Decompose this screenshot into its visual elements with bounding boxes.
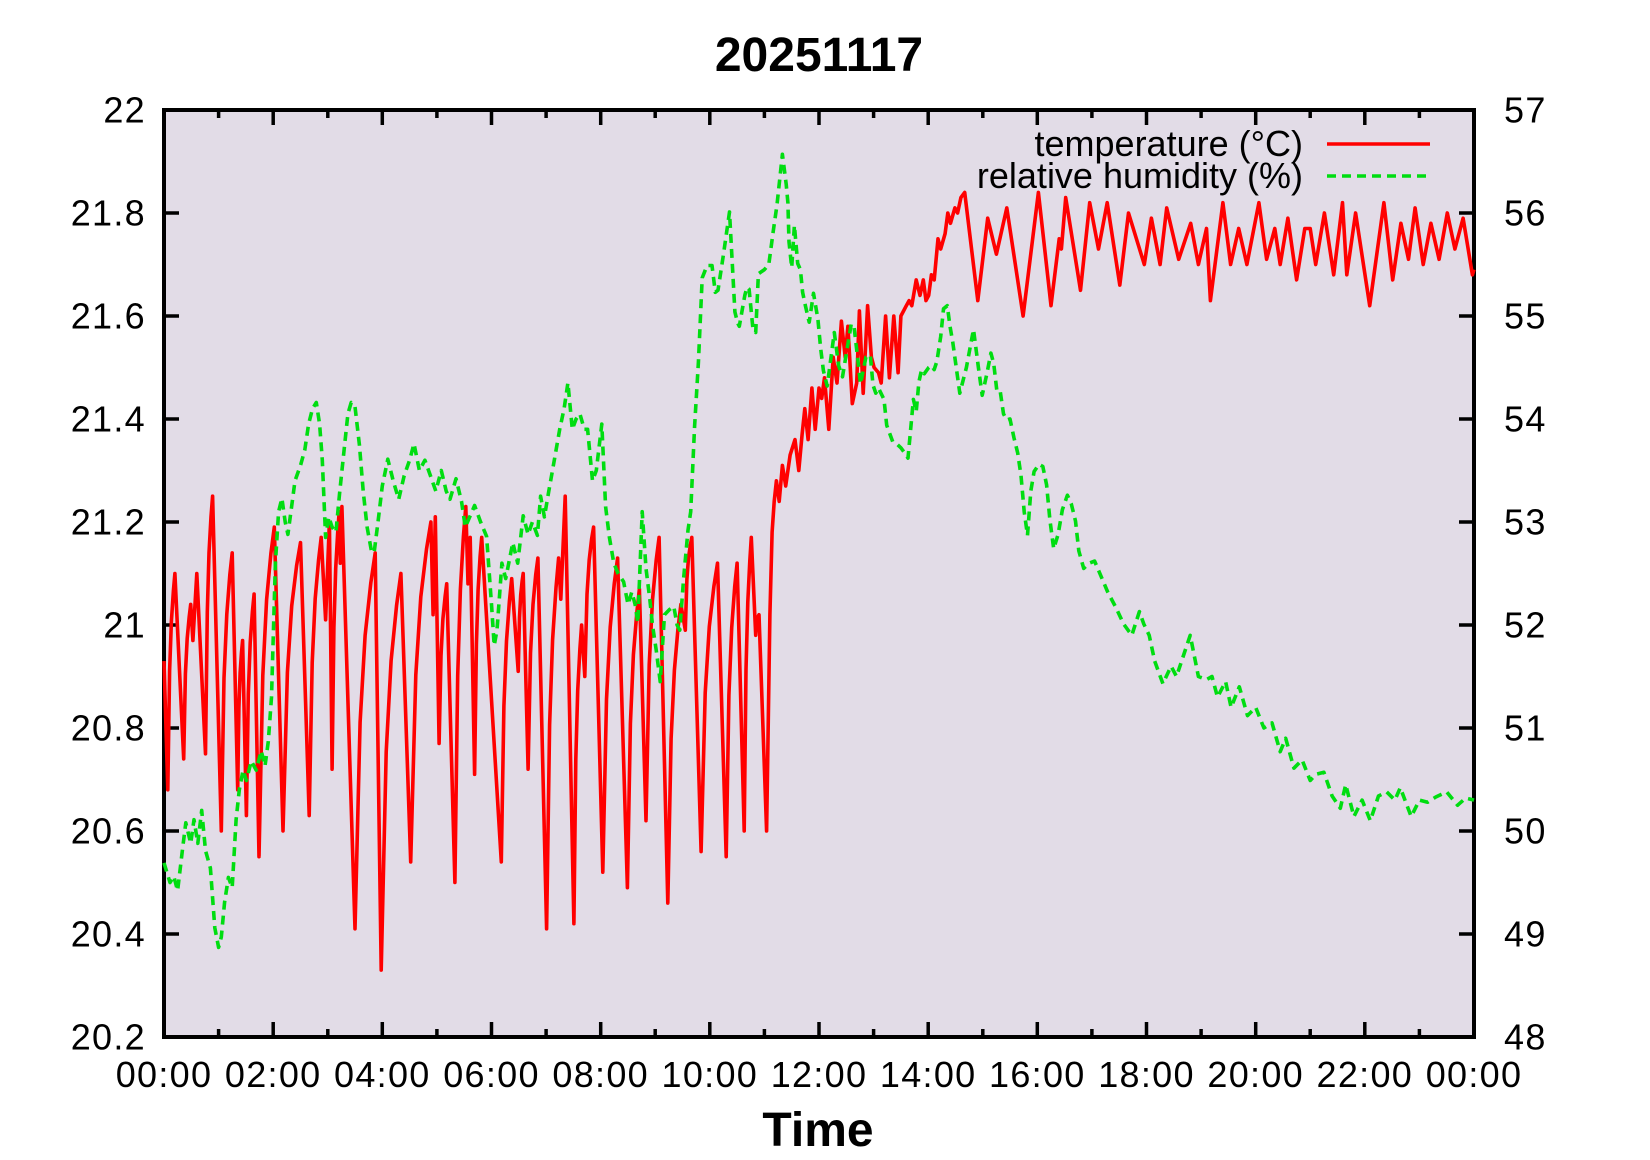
svg-text:20.4: 20.4 (71, 914, 146, 955)
svg-text:21: 21 (103, 605, 146, 646)
svg-text:08:00: 08:00 (552, 1054, 649, 1095)
svg-text:54: 54 (1504, 399, 1547, 440)
svg-text:20.2: 20.2 (71, 1017, 146, 1058)
svg-text:20.8: 20.8 (71, 708, 146, 749)
svg-text:22:00: 22:00 (1317, 1054, 1414, 1095)
svg-text:20.6: 20.6 (71, 811, 146, 852)
svg-text:18:00: 18:00 (1098, 1054, 1195, 1095)
svg-text:48: 48 (1504, 1017, 1547, 1058)
svg-text:55: 55 (1504, 296, 1547, 337)
svg-text:20:00: 20:00 (1207, 1054, 1304, 1095)
svg-text:56: 56 (1504, 193, 1547, 234)
svg-text:12:00: 12:00 (771, 1054, 868, 1095)
svg-text:06:00: 06:00 (443, 1054, 540, 1095)
svg-text:10:00: 10:00 (662, 1054, 759, 1095)
svg-text:00:00: 00:00 (116, 1054, 213, 1095)
svg-text:57: 57 (1504, 90, 1547, 131)
svg-text:00:00: 00:00 (1426, 1054, 1523, 1095)
svg-text:21.2: 21.2 (71, 502, 146, 543)
svg-text:53: 53 (1504, 502, 1547, 543)
svg-text:04:00: 04:00 (334, 1054, 431, 1095)
svg-text:14:00: 14:00 (880, 1054, 977, 1095)
svg-text:21.6: 21.6 (71, 296, 146, 337)
svg-text:21.4: 21.4 (71, 399, 146, 440)
svg-text:02:00: 02:00 (225, 1054, 322, 1095)
svg-text:52: 52 (1504, 605, 1547, 646)
svg-text:temperature (°C): temperature (°C) (1035, 123, 1303, 164)
svg-text:Time: Time (762, 1104, 873, 1155)
svg-text:21.8: 21.8 (71, 193, 146, 234)
svg-text:22: 22 (103, 90, 146, 131)
svg-text:50: 50 (1504, 811, 1547, 852)
svg-text:relative humidity (%): relative humidity (%) (977, 155, 1303, 196)
svg-text:20251117: 20251117 (715, 29, 923, 82)
svg-text:16:00: 16:00 (989, 1054, 1086, 1095)
svg-text:49: 49 (1504, 914, 1547, 955)
svg-text:51: 51 (1504, 708, 1547, 749)
